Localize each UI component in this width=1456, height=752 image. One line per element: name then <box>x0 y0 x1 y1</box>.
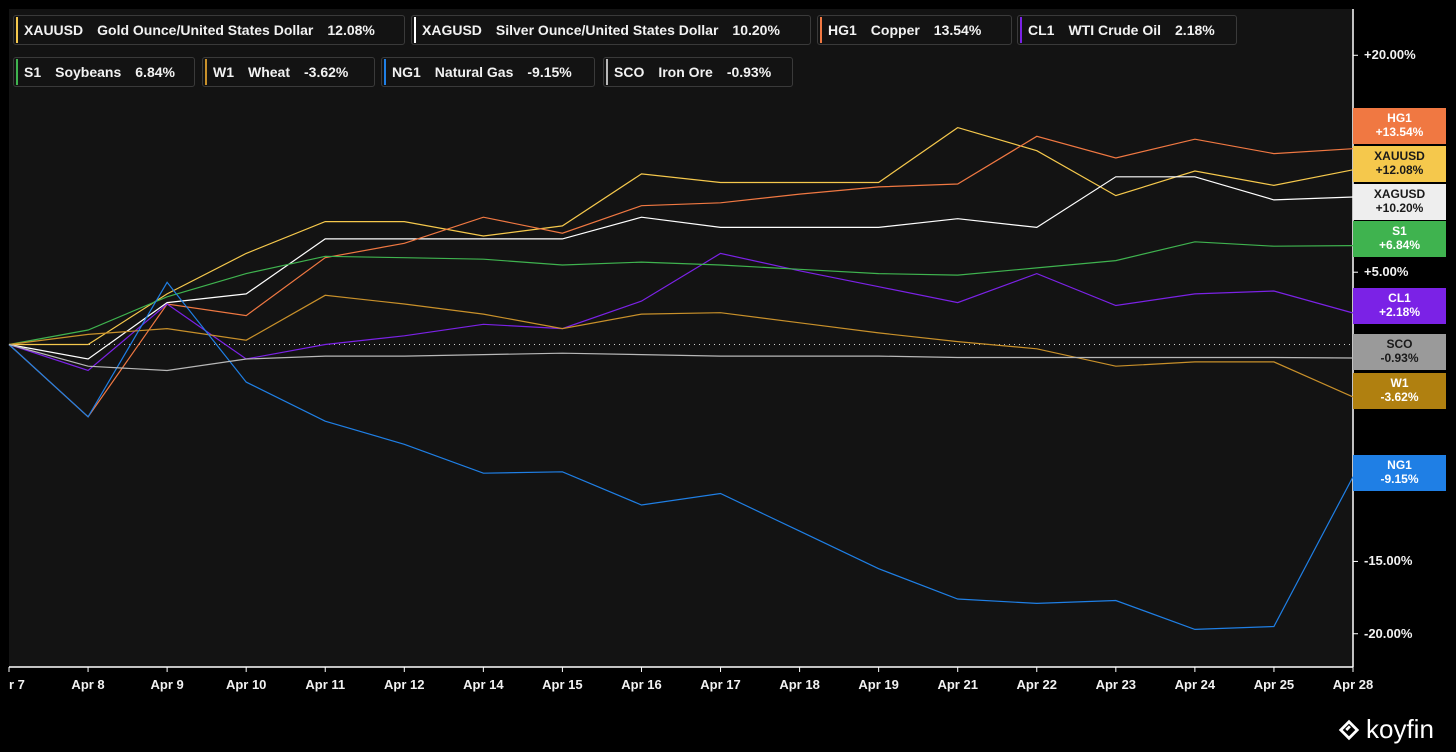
legend-ticker: NG1 <box>392 64 421 80</box>
legend-item-xauusd[interactable]: XAUUSD Gold Ounce/United States Dollar 12.… <box>13 15 405 45</box>
legend-ticker: S1 <box>24 64 42 80</box>
x-tick-label: Apr 8 <box>71 677 105 692</box>
y-tick-label: -20.00% <box>1364 625 1413 641</box>
legend-change: -3.62% <box>304 64 349 80</box>
tag-value: +13.54% <box>1375 125 1424 139</box>
legend-item-cl1[interactable]: CL1 WTI Crude Oil 2.18% <box>1017 15 1237 45</box>
last-value-tag-w1: W1 -3.62% <box>1353 373 1446 409</box>
tag-ticker: W1 <box>1390 376 1409 390</box>
x-tick-label: Apr 25 <box>1253 677 1295 692</box>
last-value-tag-sco: SCO -0.93% <box>1353 334 1446 370</box>
series-line-cl1 <box>8 252 1354 372</box>
series-line-xauusd <box>9 126 1354 346</box>
tag-value: +2.18% <box>1378 305 1421 319</box>
legend-item-xagusd[interactable]: XAGUSD Silver Ounce/United States Dollar 1… <box>411 15 811 45</box>
legend-swatch <box>820 17 822 43</box>
legend-series-name: Copper <box>870 22 920 38</box>
x-tick-label: Apr 12 <box>384 677 425 692</box>
y-tick-label: -15.00% <box>1364 553 1413 569</box>
x-tick-label: Apr 16 <box>621 677 662 692</box>
x-tick-label: Apr 22 <box>1016 677 1057 692</box>
series-line-s1 <box>8 241 1354 346</box>
tag-value: -3.62% <box>1380 390 1419 404</box>
legend-swatch <box>414 17 416 43</box>
legend-item-s1[interactable]: S1 Soybeans 6.84% <box>13 57 195 87</box>
last-value-tag-xauusd: XAUUSD +12.08% <box>1353 146 1446 182</box>
x-tick-label: Apr 11 <box>305 677 346 692</box>
brand-logo: koyfin <box>1338 714 1434 745</box>
series-line-hg1 <box>8 135 1354 418</box>
x-tick-label: Apr 9 <box>150 677 184 692</box>
legend-item-ng1[interactable]: NG1 Natural Gas -9.15% <box>381 57 595 87</box>
last-value-tag-s1: S1 +6.84% <box>1353 221 1446 257</box>
x-tick-label: Apr 21 <box>937 677 978 692</box>
x-tick-label: Apr 24 <box>1174 677 1216 692</box>
tag-value: -9.15% <box>1380 472 1419 486</box>
y-tick-label: +20.00% <box>1364 47 1416 63</box>
legend-swatch <box>1020 17 1022 43</box>
x-tick-label: Apr 18 <box>779 677 820 692</box>
series-line-xagusd <box>8 176 1354 360</box>
tag-value: +10.20% <box>1375 201 1424 215</box>
x-tick-label: Apr 15 <box>542 677 583 692</box>
last-value-tag-cl1: CL1 +2.18% <box>1353 288 1446 324</box>
x-tick-label: Apr 23 <box>1095 677 1137 692</box>
x-tick-label: Apr 28 <box>1332 677 1374 692</box>
tag-value: +6.84% <box>1378 238 1421 252</box>
legend-ticker: CL1 <box>1028 22 1055 38</box>
legend-change: 2.18% <box>1175 22 1215 38</box>
tag-ticker: NG1 <box>1387 458 1412 472</box>
series-line-w1 <box>8 294 1354 398</box>
x-tick-label: Apr 19 <box>858 677 899 692</box>
tag-ticker: SCO <box>1386 337 1413 351</box>
last-value-tag-hg1: HG1 +13.54% <box>1353 108 1446 144</box>
legend-ticker: XAGUSD <box>422 22 482 38</box>
legend-series-name: Soybeans <box>55 64 122 80</box>
koyfin-logo-icon <box>1338 719 1360 740</box>
tag-ticker: S1 <box>1392 224 1407 238</box>
y-tick-label: +5.00% <box>1364 264 1409 280</box>
legend-ticker: HG1 <box>828 22 857 38</box>
legend-series-name: Wheat <box>248 64 290 80</box>
legend-item-w1[interactable]: W1 Wheat -3.62% <box>202 57 375 87</box>
series-line-ng1 <box>8 281 1354 631</box>
tag-ticker: XAUUSD <box>1374 149 1425 163</box>
series-line-sco <box>8 343 1354 372</box>
brand-name: koyfin <box>1366 714 1434 744</box>
x-tick-label: r 7 <box>9 677 25 692</box>
legend-series-name: Silver Ounce/United States Dollar <box>495 22 719 38</box>
legend-change: -9.15% <box>527 64 572 80</box>
legend-swatch <box>205 59 207 85</box>
legend-ticker: SCO <box>614 64 645 80</box>
legend-item-hg1[interactable]: HG1 Copper 13.54% <box>817 15 1012 45</box>
legend-swatch <box>384 59 386 85</box>
last-value-tag-ng1: NG1 -9.15% <box>1353 455 1446 491</box>
tag-value: +12.08% <box>1375 163 1424 177</box>
legend-item-sco[interactable]: SCO Iron Ore -0.93% <box>603 57 793 87</box>
legend-swatch <box>16 17 18 43</box>
legend-swatch <box>606 59 608 85</box>
legend-ticker: W1 <box>213 64 234 80</box>
legend-series-name: Iron Ore <box>658 64 713 80</box>
x-tick-label: Apr 14 <box>463 677 504 692</box>
tag-ticker: CL1 <box>1388 291 1411 305</box>
tag-ticker: HG1 <box>1387 111 1412 125</box>
legend-series-name: Gold Ounce/United States Dollar <box>97 22 314 38</box>
legend-swatch <box>16 59 18 85</box>
last-value-tag-xagusd: XAGUSD +10.20% <box>1353 184 1446 220</box>
tag-ticker: XAGUSD <box>1373 187 1426 201</box>
x-tick-label: Apr 10 <box>225 677 267 692</box>
legend-change: 10.20% <box>732 22 780 38</box>
legend-change: -0.93% <box>726 64 772 80</box>
legend-change: 12.08% <box>327 22 375 38</box>
legend-change: 13.54% <box>933 22 982 38</box>
legend-change: 6.84% <box>135 64 175 80</box>
tag-value: -0.93% <box>1380 351 1419 365</box>
legend-series-name: WTI Crude Oil <box>1068 22 1162 38</box>
legend-series-name: Natural Gas <box>434 64 514 80</box>
legend-ticker: XAUUSD <box>24 22 84 38</box>
x-tick-label: Apr 17 <box>700 677 741 692</box>
